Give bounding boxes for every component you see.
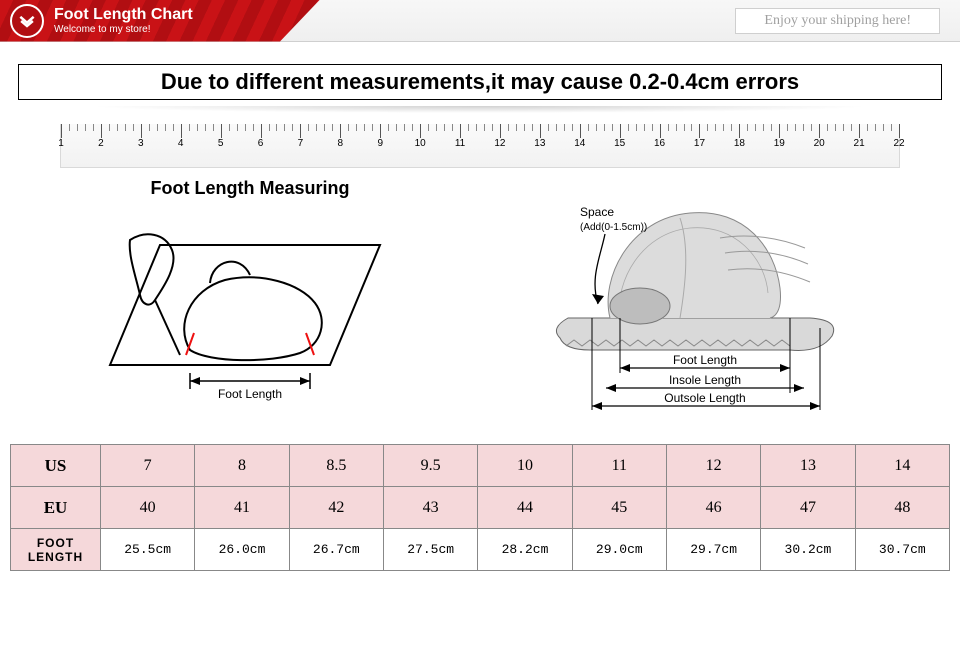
foot-2: 26.7cm bbox=[289, 529, 383, 571]
header-title: Foot Length Chart bbox=[54, 6, 193, 24]
foot-1: 26.0cm bbox=[195, 529, 289, 571]
space-sub: (Add(0-1.5cm)) bbox=[580, 222, 647, 233]
eu-8: 48 bbox=[855, 487, 949, 529]
ruler-label: 8 bbox=[338, 138, 344, 149]
foot-0: 25.5cm bbox=[101, 529, 195, 571]
diagram-row: Foot Length Measuring Foot Length bbox=[0, 174, 960, 436]
us-2: 8.5 bbox=[289, 445, 383, 487]
ruler-label: 1 bbox=[58, 138, 64, 149]
us-0: 7 bbox=[101, 445, 195, 487]
ruler-label: 20 bbox=[814, 138, 825, 149]
chevron-down-logo-icon bbox=[17, 11, 37, 31]
foot-6: 29.7cm bbox=[666, 529, 760, 571]
eu-1: 41 bbox=[195, 487, 289, 529]
ruler: 12345678910111213141516171819202122 bbox=[60, 124, 900, 168]
row-eu: EU 40 41 42 43 44 45 46 47 48 bbox=[11, 487, 950, 529]
ruler-label: 21 bbox=[854, 138, 865, 149]
outsole-label: Outsole Length bbox=[664, 391, 745, 405]
logo-badge bbox=[10, 4, 44, 38]
notice-wrap: Due to different measurements,it may cau… bbox=[18, 64, 942, 116]
space-label: Space bbox=[580, 205, 614, 219]
header-red-slant: Foot Length Chart Welcome to my store! bbox=[0, 0, 320, 42]
eu-2: 42 bbox=[289, 487, 383, 529]
ruler-label: 10 bbox=[415, 138, 426, 149]
us-4: 10 bbox=[478, 445, 572, 487]
ruler-label: 11 bbox=[455, 138, 465, 149]
header-band: Foot Length Chart Welcome to my store! E… bbox=[0, 0, 960, 42]
ruler-label: 13 bbox=[534, 138, 545, 149]
row-us: US 7 8 8.5 9.5 10 11 12 13 14 bbox=[11, 445, 950, 487]
ruler-label: 9 bbox=[377, 138, 383, 149]
eu-4: 44 bbox=[478, 487, 572, 529]
notice-shadow bbox=[18, 106, 942, 116]
us-5: 11 bbox=[572, 445, 666, 487]
eu-7: 47 bbox=[761, 487, 855, 529]
header-subtitle: Welcome to my store! bbox=[54, 24, 193, 35]
ruler-label: 4 bbox=[178, 138, 184, 149]
foot-7: 30.2cm bbox=[761, 529, 855, 571]
rowhead-us: US bbox=[11, 445, 101, 487]
ruler-ticks: 12345678910111213141516171819202122 bbox=[61, 124, 899, 167]
ruler-label: 7 bbox=[298, 138, 304, 149]
header-enjoy-text: Enjoy your shipping here! bbox=[735, 8, 940, 34]
rowhead-eu: EU bbox=[11, 487, 101, 529]
eu-5: 45 bbox=[572, 487, 666, 529]
ruler-label: 3 bbox=[138, 138, 144, 149]
foot-tracing-svg: Foot Length bbox=[100, 205, 400, 405]
ruler-label: 14 bbox=[574, 138, 585, 149]
ruler-label: 2 bbox=[98, 138, 104, 149]
ruler-label: 19 bbox=[774, 138, 785, 149]
rowhead-foot: FOOT LENGTH bbox=[11, 529, 101, 571]
foot-5: 29.0cm bbox=[572, 529, 666, 571]
ruler-label: 16 bbox=[654, 138, 665, 149]
us-7: 13 bbox=[761, 445, 855, 487]
footlength-label-right: Foot Length bbox=[673, 353, 737, 367]
us-1: 8 bbox=[195, 445, 289, 487]
size-table: US 7 8 8.5 9.5 10 11 12 13 14 EU 40 41 4… bbox=[10, 444, 950, 571]
ruler-label: 18 bbox=[734, 138, 745, 149]
insole-label: Insole Length bbox=[669, 373, 741, 387]
eu-0: 40 bbox=[101, 487, 195, 529]
eu-3: 43 bbox=[383, 487, 477, 529]
row-footlength: FOOT LENGTH 25.5cm 26.0cm 26.7cm 27.5cm … bbox=[11, 529, 950, 571]
us-3: 9.5 bbox=[383, 445, 477, 487]
ruler-label: 12 bbox=[494, 138, 505, 149]
ruler-label: 5 bbox=[218, 138, 224, 149]
foot-8: 30.7cm bbox=[855, 529, 949, 571]
ruler-label: 6 bbox=[258, 138, 264, 149]
diagram-shoe-lengths: Space (Add(0-1.5cm)) Foot Length Insole … bbox=[520, 178, 860, 423]
ruler-label: 22 bbox=[893, 138, 904, 149]
us-6: 12 bbox=[666, 445, 760, 487]
foot-4: 28.2cm bbox=[478, 529, 572, 571]
footlength-label-left: Foot Length bbox=[218, 387, 282, 401]
diagram-foot-tracing: Foot Length Measuring Foot Length bbox=[100, 178, 400, 410]
us-8: 14 bbox=[855, 445, 949, 487]
diagram-left-title: Foot Length Measuring bbox=[100, 178, 400, 199]
shoe-lengths-svg: Space (Add(0-1.5cm)) Foot Length Insole … bbox=[520, 178, 860, 418]
ruler-label: 15 bbox=[614, 138, 625, 149]
foot-3: 27.5cm bbox=[383, 529, 477, 571]
header-titles: Foot Length Chart Welcome to my store! bbox=[54, 6, 193, 35]
ruler-label: 17 bbox=[694, 138, 705, 149]
eu-6: 46 bbox=[666, 487, 760, 529]
measurement-notice: Due to different measurements,it may cau… bbox=[18, 64, 942, 100]
